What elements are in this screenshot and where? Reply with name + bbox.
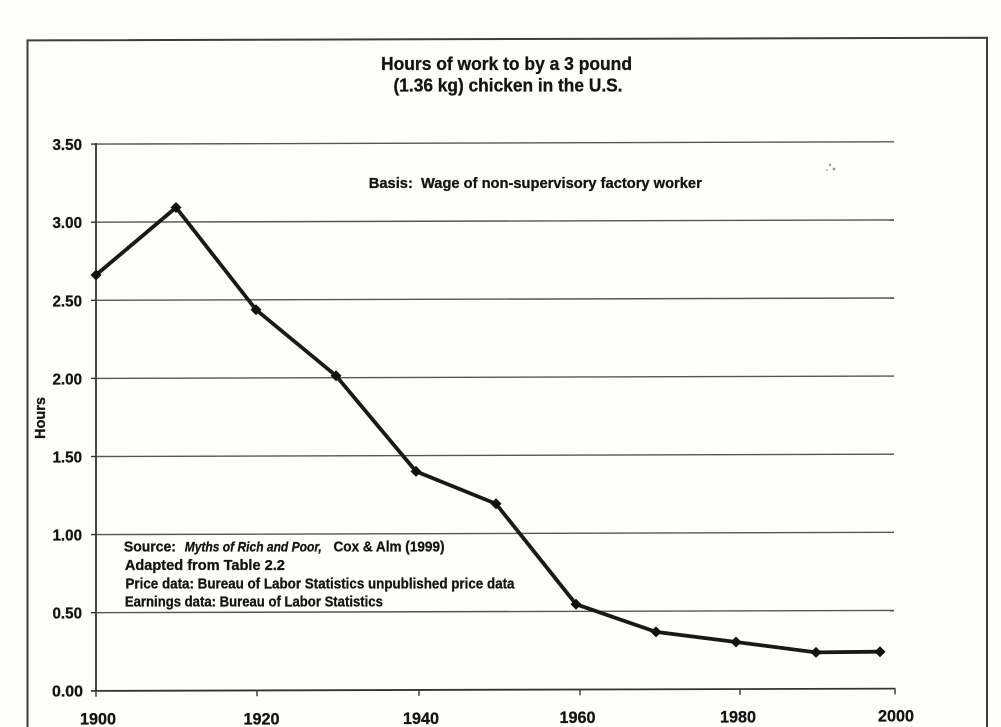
svg-text:1.00: 1.00	[53, 528, 83, 545]
svg-text:2.00: 2.00	[53, 371, 83, 388]
svg-text:3.00: 3.00	[53, 215, 83, 232]
svg-text:Price data: Bureau of Labor St: Price data: Bureau of Labor Statistics u…	[126, 576, 516, 592]
svg-text:Adapted from Table 2.2: Adapted from Table 2.2	[125, 557, 285, 574]
svg-text:2000: 2000	[878, 707, 914, 726]
svg-text:0.00: 0.00	[52, 684, 83, 701]
svg-text:Hours: Hours	[32, 397, 49, 439]
svg-text:3.50: 3.50	[53, 137, 83, 154]
svg-text:Source:: Source:	[124, 539, 176, 556]
svg-text:1920: 1920	[244, 710, 280, 727]
svg-text:2.50: 2.50	[53, 293, 83, 310]
svg-text:0.50: 0.50	[53, 606, 83, 623]
svg-text:(1.36 kg) chicken in the U.S.: (1.36 kg) chicken in the U.S.	[394, 76, 623, 96]
svg-text:1.50: 1.50	[53, 450, 83, 467]
svg-text:Earnings data: Bureau of Labor: Earnings data: Bureau of Labor Statistic…	[125, 595, 383, 611]
svg-text:1940: 1940	[403, 709, 439, 727]
svg-text:1900: 1900	[80, 710, 116, 727]
svg-text:1960: 1960	[560, 708, 596, 727]
svg-text:Basis: Wage of non-supervisor: Basis: Wage of non-supervisory factory w…	[369, 175, 702, 192]
svg-text:Myths of Rich and Poor,: Myths of Rich and Poor,	[185, 539, 322, 555]
svg-text:Hours of work to by a 3 pound: Hours of work to by a 3 pound	[381, 54, 632, 74]
svg-text:Cox & Alm (1999): Cox & Alm (1999)	[334, 539, 445, 556]
svg-text:1980: 1980	[720, 708, 756, 727]
